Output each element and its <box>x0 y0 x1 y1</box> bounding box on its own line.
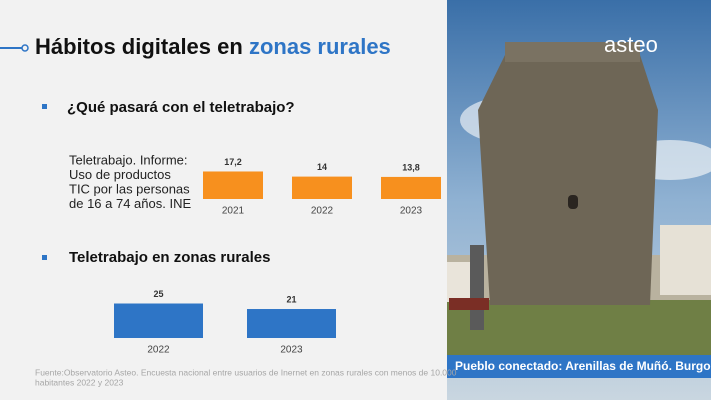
note-line: de 16 a 74 años. INE <box>69 196 191 211</box>
footnote: Fuente:Observatorio Asteo. Encuesta naci… <box>35 367 457 387</box>
bullet <box>42 255 47 260</box>
footnote-line: habitantes 2022 y 2023 <box>35 377 124 387</box>
data-label: 17,2 <box>224 157 242 167</box>
data-label: 14 <box>317 162 327 172</box>
data-label: 21 <box>286 294 296 304</box>
logo: asteo <box>604 32 658 57</box>
section-heading: ¿Qué pasará con el teletrabajo? <box>67 99 295 116</box>
note-line: Uso de productos <box>69 167 171 182</box>
photo-caption: Pueblo conectado: Arenillas de Muñó. Bur… <box>455 359 711 373</box>
x-tick-label: 2022 <box>311 206 334 217</box>
source-note: Teletrabajo. Informe:Uso de productosTIC… <box>69 152 191 211</box>
bar <box>203 171 263 199</box>
title-dot <box>21 44 29 52</box>
x-tick-label: 2023 <box>280 345 303 356</box>
title-part2: zonas rurales <box>249 34 391 59</box>
left-panel <box>0 0 447 400</box>
bar <box>292 176 352 199</box>
note-line: Teletrabajo. Informe: <box>69 152 188 167</box>
x-tick-label: 2021 <box>222 206 245 217</box>
data-label: 13,8 <box>402 162 420 172</box>
bullet <box>42 104 47 109</box>
bar <box>114 303 203 338</box>
x-tick-label: 2023 <box>400 206 423 217</box>
title: Hábitos digitales en zonas rurales <box>35 34 391 59</box>
note-line: TIC por las personas <box>69 181 190 196</box>
caption-band <box>447 355 711 378</box>
data-label: 25 <box>153 289 163 299</box>
section-heading: Teletrabajo en zonas rurales <box>69 249 270 266</box>
bar <box>381 176 441 199</box>
x-tick-label: 2022 <box>147 345 170 356</box>
title-part1: Hábitos digitales en <box>35 34 243 59</box>
bar <box>247 309 336 338</box>
footnote-line: Fuente:Observatorio Asteo. Encuesta naci… <box>35 367 457 377</box>
photo <box>447 0 711 400</box>
